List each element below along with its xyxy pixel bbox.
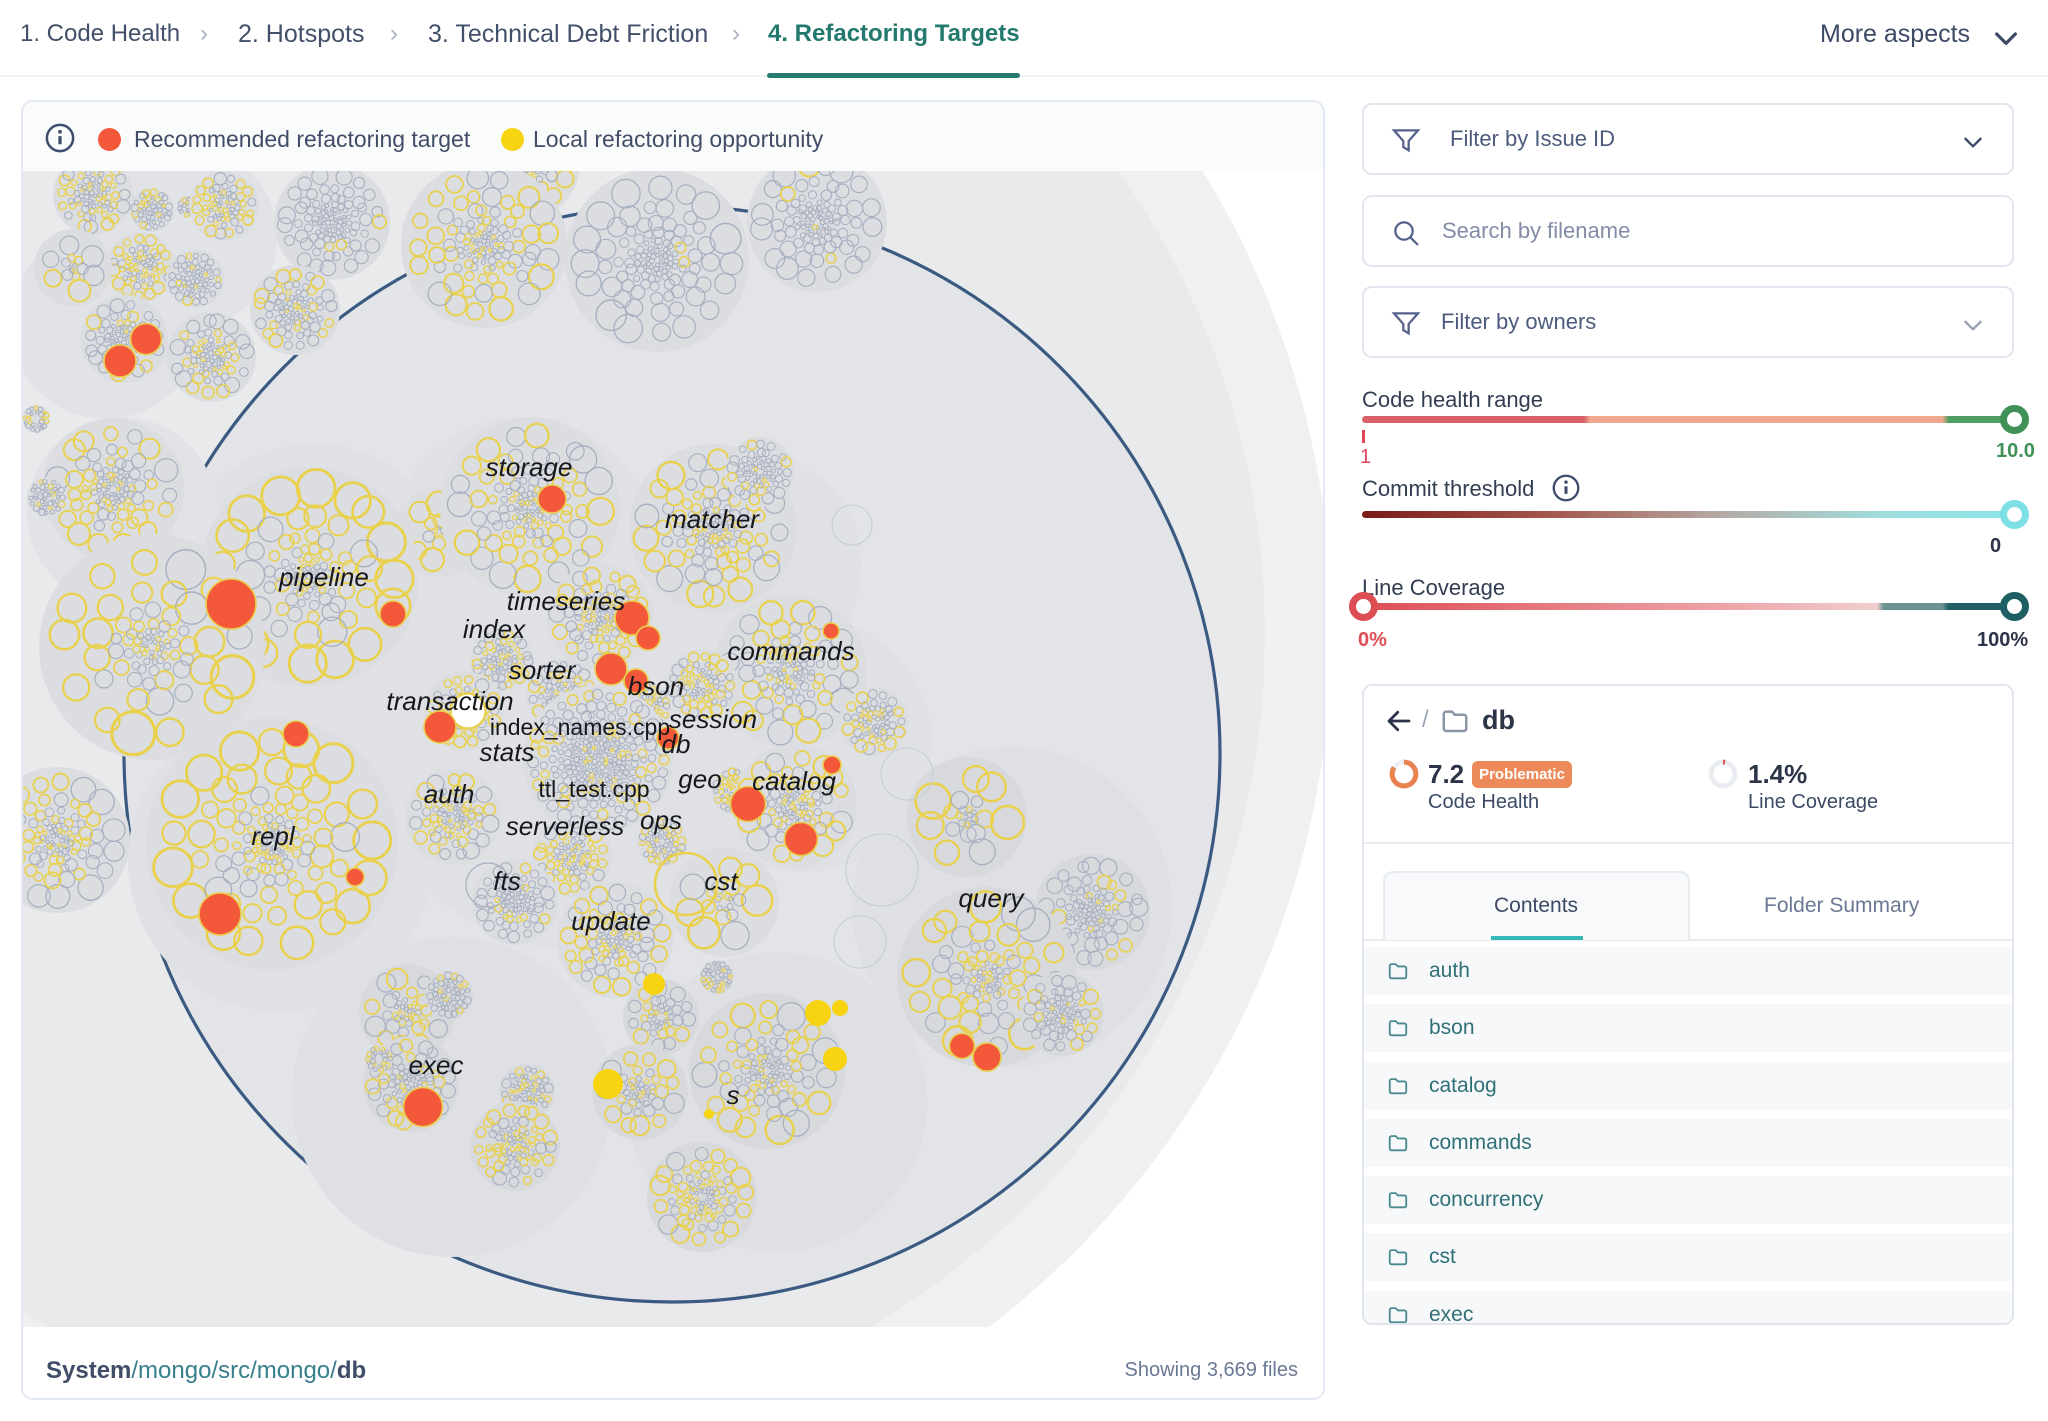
- svg-text:geo: geo: [678, 764, 721, 794]
- svg-text:index: index: [463, 614, 526, 644]
- svg-text:sorter: sorter: [509, 655, 577, 685]
- svg-text:matcher: matcher: [665, 504, 760, 534]
- svg-text:ttl_test.cpp: ttl_test.cpp: [538, 776, 649, 802]
- svg-text:auth: auth: [424, 779, 475, 809]
- svg-text:pipeline: pipeline: [278, 562, 369, 592]
- svg-text:query: query: [958, 883, 1025, 913]
- svg-text:db: db: [662, 729, 691, 759]
- svg-text:bson: bson: [628, 671, 684, 701]
- svg-text:stats: stats: [480, 737, 535, 767]
- svg-text:cst: cst: [704, 866, 739, 896]
- svg-text:serverless: serverless: [506, 811, 624, 841]
- svg-text:repl: repl: [251, 821, 296, 851]
- svg-text:s: s: [727, 1080, 740, 1110]
- svg-text:catalog: catalog: [752, 766, 836, 796]
- svg-text:ops: ops: [640, 805, 682, 835]
- svg-text:fts: fts: [493, 866, 520, 896]
- svg-text:storage: storage: [486, 452, 573, 482]
- svg-text:commands: commands: [727, 636, 854, 666]
- svg-text:update: update: [571, 906, 651, 936]
- svg-text:transaction: transaction: [386, 686, 513, 716]
- svg-text:exec: exec: [409, 1050, 464, 1080]
- svg-text:timeseries: timeseries: [507, 586, 625, 616]
